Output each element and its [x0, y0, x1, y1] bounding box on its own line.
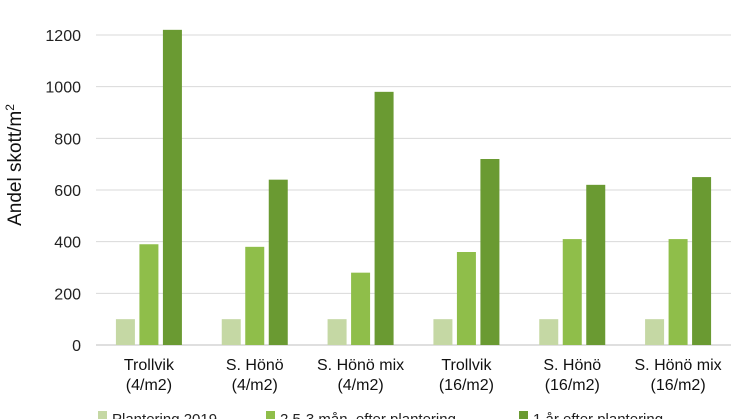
- bar: [692, 177, 712, 345]
- x-tick-label: S. Hönö (4/m2): [226, 357, 284, 394]
- y-tick-label: 200: [54, 286, 81, 303]
- x-tick-label-line: S. Hönö: [226, 357, 284, 374]
- x-tick-label: Trollvik (16/m2): [439, 357, 494, 394]
- bar: [351, 272, 371, 345]
- bar: [433, 319, 453, 345]
- x-axis-labels: Trollvik (4/m2) S. Hönö (4/m2) S. Hönö mix (4…: [124, 357, 722, 394]
- bar: [374, 91, 394, 345]
- x-tick-label: Trollvik (4/m2): [124, 357, 175, 394]
- bar: [327, 319, 347, 345]
- x-tick-label-line: (16/m2): [545, 377, 600, 394]
- legend-swatch: [519, 411, 528, 419]
- y-tick-label: 1200: [45, 28, 81, 45]
- bars: [115, 29, 712, 345]
- bar: [268, 179, 288, 345]
- legend-label: 2,5-3 mån. efter plantering: [280, 411, 456, 419]
- bar: [245, 246, 265, 345]
- x-tick-label-line: Trollvik: [124, 357, 175, 374]
- y-tick-label: 1000: [45, 80, 81, 97]
- legend-label: 1 år efter plantering: [533, 411, 663, 419]
- y-axis-label-text: Andel skott/m: [5, 111, 26, 226]
- legend-swatch: [266, 411, 275, 419]
- legend: Plantering 2019 2,5-3 mån. efter planteri…: [98, 411, 663, 419]
- bar: [645, 319, 665, 345]
- x-tick-label: S. Hönö mix (16/m2): [635, 357, 722, 394]
- x-tick-label-line: (4/m2): [126, 377, 172, 394]
- bar: [562, 239, 582, 345]
- x-tick-label-line: S. Hönö mix: [317, 357, 404, 374]
- bar: [539, 319, 559, 345]
- bar: [668, 239, 688, 345]
- x-tick-label: S. Hönö mix (4/m2): [317, 357, 404, 394]
- x-tick-label-line: (16/m2): [651, 377, 706, 394]
- bar: [162, 29, 182, 345]
- legend-swatch: [98, 411, 107, 419]
- bar: [139, 244, 159, 345]
- bar: [221, 319, 241, 345]
- x-tick-label-line: (4/m2): [337, 377, 383, 394]
- y-axis-label-superscript: 2: [3, 104, 17, 111]
- x-tick-label-line: S. Hönö: [543, 357, 601, 374]
- x-tick-label: S. Hönö (16/m2): [543, 357, 601, 394]
- x-tick-label-line: (16/m2): [439, 377, 494, 394]
- y-axis-label: Andel skott/m2: [3, 104, 26, 226]
- y-axis-ticks: 0 200 400 600 800 1000 1200: [45, 28, 81, 355]
- bar: [115, 319, 135, 345]
- y-tick-label: 400: [54, 235, 81, 252]
- x-tick-label-line: S. Hönö mix: [635, 357, 722, 374]
- x-tick-label-line: (4/m2): [232, 377, 278, 394]
- legend-label: Plantering 2019: [112, 411, 217, 419]
- y-tick-label: 600: [54, 183, 81, 200]
- y-tick-label: 0: [72, 338, 81, 355]
- x-tick-label-line: Trollvik: [441, 357, 492, 374]
- gridlines: [96, 34, 731, 346]
- y-tick-label: 800: [54, 131, 81, 148]
- bar: [480, 159, 500, 345]
- bar: [586, 184, 606, 345]
- bar: [456, 252, 476, 345]
